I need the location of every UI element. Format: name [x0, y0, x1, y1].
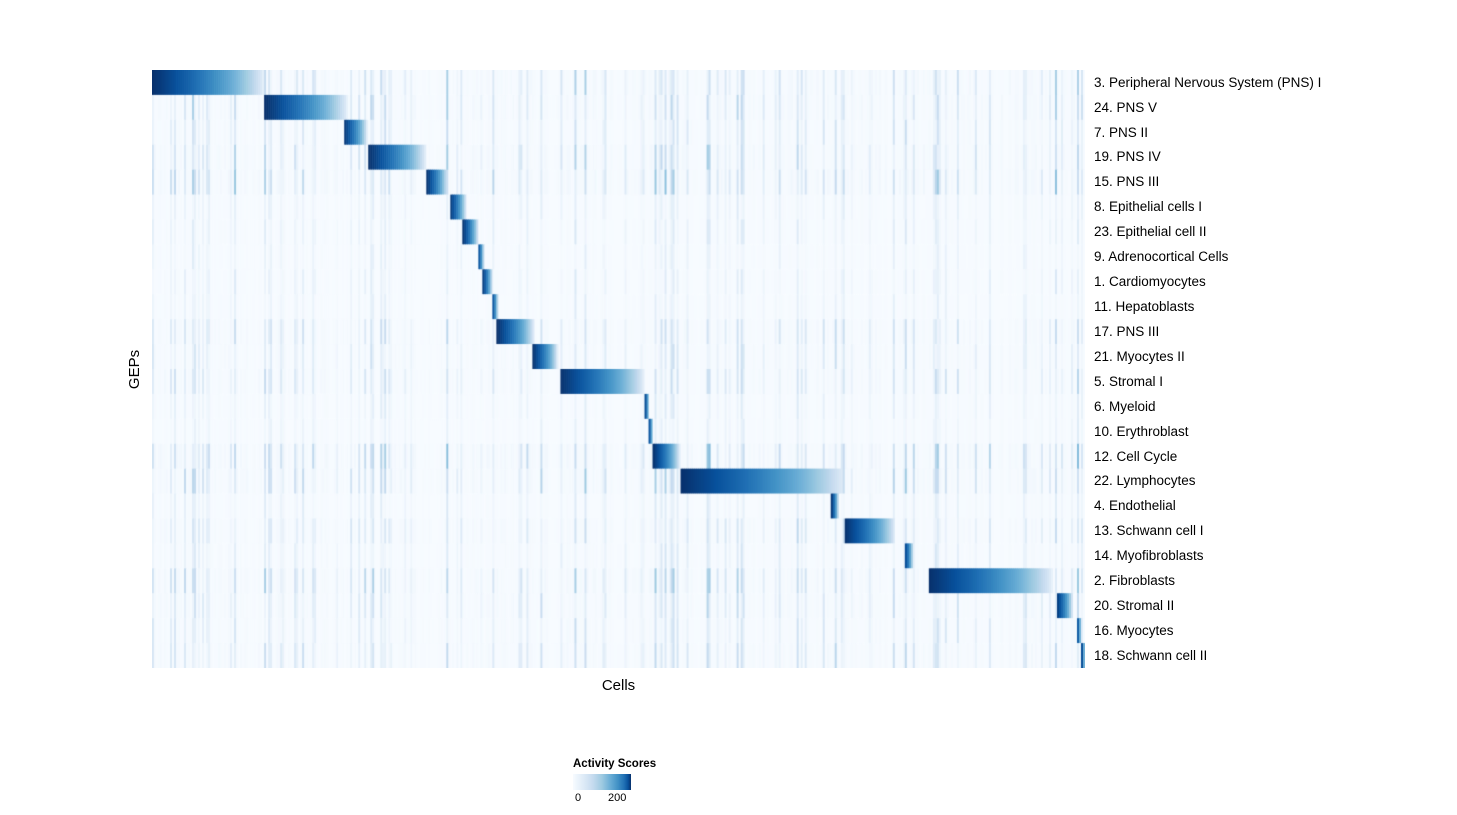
row-label: 23. Epithelial cell II	[1094, 224, 1207, 240]
row-label: 19. PNS IV	[1094, 149, 1161, 165]
row-label: 5. Stromal I	[1094, 373, 1164, 389]
row-label: 11. Hepatoblasts	[1094, 299, 1195, 314]
activity-legend: Activity Scores 0 200	[573, 758, 693, 806]
row-label: 20. Stromal II	[1094, 598, 1175, 614]
row-label: 17. PNS III	[1094, 323, 1160, 339]
row-label: 3. Peripheral Nervous System (PNS) I	[1094, 74, 1322, 90]
y-axis-label: GEPs	[124, 70, 146, 668]
row-label: 4. Endothelial	[1094, 498, 1176, 514]
legend-title: Activity Scores	[573, 758, 657, 770]
legend-ticks: 0 200	[573, 792, 631, 806]
row-label: 24. PNS V	[1094, 99, 1158, 115]
row-label: 14. Myofibroblasts	[1094, 548, 1204, 564]
legend-tick-min: 0	[575, 792, 582, 804]
row-label: 16. Myocytes	[1094, 622, 1174, 638]
legend-gradient-bar	[573, 774, 631, 790]
legend-tick-max: 200	[608, 792, 627, 804]
row-label: 15. PNS III	[1094, 174, 1160, 190]
row-label: 8. Epithelial cells I	[1094, 199, 1203, 215]
row-label: 2. Fibroblasts	[1094, 573, 1176, 589]
heatmap-canvas	[152, 70, 1085, 668]
row-label: 1. Cardiomyocytes	[1094, 274, 1206, 290]
row-label: 12. Cell Cycle	[1094, 448, 1178, 464]
y-axis-label-text: GEPs	[126, 349, 144, 389]
row-label: 6. Myeloid	[1094, 398, 1156, 414]
row-label: 10. Erythroblast	[1094, 423, 1189, 439]
row-label: 9. Adrenocortical Cells	[1094, 249, 1229, 265]
row-label: 21. Myocytes II	[1094, 348, 1185, 364]
row-label: 22. Lymphocytes	[1094, 473, 1196, 489]
row-label: 18. Schwann cell II	[1094, 647, 1208, 663]
row-labels: 3. Peripheral Nervous System (PNS) I 24.…	[1094, 70, 1454, 668]
row-label: 13. Schwann cell I	[1094, 523, 1204, 539]
x-axis-label: Cells	[601, 677, 636, 694]
row-label: 7. PNS II	[1094, 124, 1149, 140]
